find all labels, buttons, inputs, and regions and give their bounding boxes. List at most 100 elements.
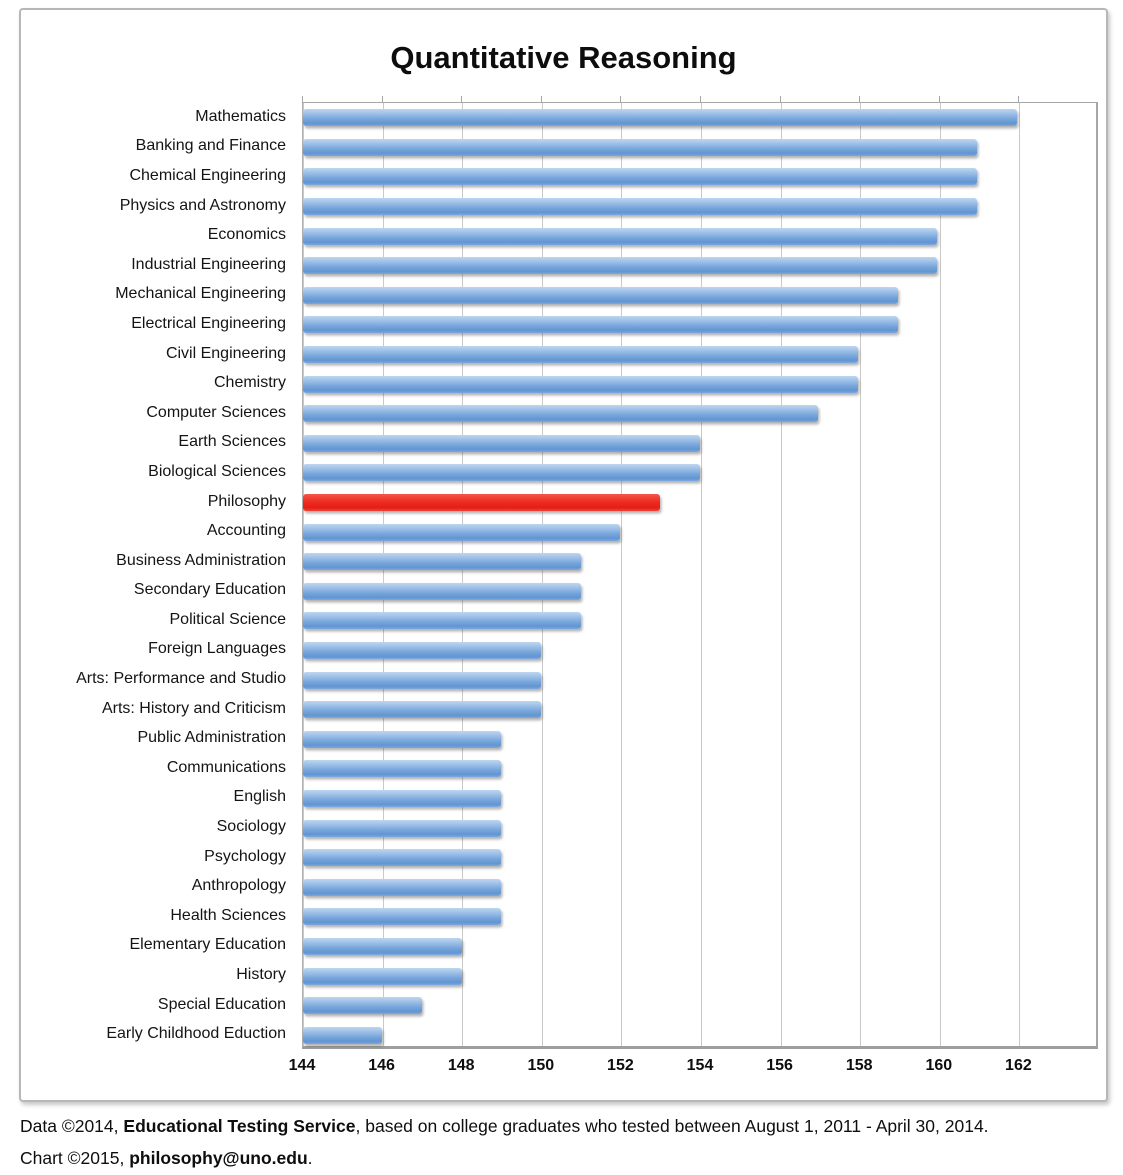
bar-foreign-languages <box>303 641 541 659</box>
gridline-158 <box>860 103 862 1046</box>
gridline-144 <box>303 103 304 1046</box>
bar-chemistry <box>303 375 859 393</box>
bar-row <box>303 281 1096 311</box>
category-label: Banking and Finance <box>135 137 286 155</box>
plot-area <box>302 102 1098 1049</box>
category-label: Communications <box>166 758 286 776</box>
footer-line-1: Data ©2014, Educational Testing Service,… <box>20 1110 1112 1142</box>
bar-row <box>303 606 1096 636</box>
value-axis-labels: 144 146 148 150 152 154 156 158 160 162 <box>21 1057 1106 1083</box>
x-tick-label-162: 162 <box>1005 1057 1032 1074</box>
category-label: Sociology <box>216 818 286 836</box>
footer-line2-prefix: Chart ©2015, <box>20 1148 130 1169</box>
x-tick-label-152: 152 <box>607 1057 634 1074</box>
category-label: Special Education <box>157 995 286 1013</box>
footer-line1-source: Educational Testing Service <box>123 1116 356 1136</box>
axis-tick-162 <box>1018 96 1020 102</box>
bar-row <box>303 902 1096 932</box>
axis-tick-158 <box>859 96 861 102</box>
bar-row <box>303 517 1096 547</box>
chart-title: Quantitative Reasoning <box>390 40 737 75</box>
gridline-162 <box>1019 103 1021 1046</box>
bar-elementary-education <box>303 937 462 955</box>
gridline-160 <box>939 103 941 1046</box>
bar-row <box>303 724 1096 754</box>
category-label: Industrial Engineering <box>131 255 286 273</box>
bar-row <box>303 399 1096 429</box>
category-label: Earth Sciences <box>178 433 286 451</box>
x-tick-label-146: 146 <box>368 1057 395 1074</box>
bar-row <box>303 103 1096 133</box>
category-label: Electrical Engineering <box>131 314 286 332</box>
bar-row <box>303 547 1096 577</box>
bar-row <box>303 162 1096 192</box>
gridline-146 <box>382 103 384 1046</box>
bar-civil-engineering <box>303 346 859 364</box>
category-label: English <box>233 788 286 806</box>
bar-row <box>303 813 1096 843</box>
bar-row <box>303 192 1096 222</box>
bar-health-sciences <box>303 908 502 926</box>
category-label: Political Science <box>169 610 287 628</box>
bar-row <box>303 458 1096 488</box>
bar-row <box>303 221 1096 251</box>
category-label: Biological Sciences <box>148 462 286 480</box>
axis-tick-148 <box>461 96 463 102</box>
bar-row <box>303 754 1096 784</box>
category-label: History <box>236 966 286 983</box>
footer-line1-prefix: Data ©2014, <box>20 1116 124 1136</box>
category-label: Early Childhood Eduction <box>106 1025 286 1043</box>
bar-row <box>303 665 1096 695</box>
x-tick-label-158: 158 <box>845 1057 873 1074</box>
footer-line-2: Chart ©2015, philosophy@uno.edu. <box>20 1142 1112 1174</box>
x-tick-label-156: 156 <box>766 1057 793 1074</box>
x-tick-label-150: 150 <box>527 1057 555 1074</box>
bar-row <box>303 784 1096 814</box>
bar-arts-history-and-criticism <box>303 701 541 719</box>
category-axis-labels: Mathematics Banking and Finance Chemical E… <box>21 102 294 1049</box>
gridline-148 <box>462 103 464 1046</box>
category-label: Mechanical Engineering <box>115 285 286 303</box>
bar-secondary-education <box>303 582 581 600</box>
category-label: Accounting <box>206 522 286 540</box>
bar-earth-sciences <box>303 434 700 452</box>
x-tick-label-148: 148 <box>447 1057 475 1074</box>
category-label: Chemistry <box>213 374 286 392</box>
bar-physics-and-astronomy <box>303 198 978 216</box>
footer-line2-suffix: . <box>307 1148 313 1169</box>
category-label: Health Sciences <box>170 906 286 924</box>
bar-history <box>303 967 462 985</box>
category-label: Anthropology <box>191 877 286 895</box>
category-label: Public Administration <box>137 729 286 747</box>
bar-row <box>303 843 1096 873</box>
bar-computer-sciences <box>303 405 819 423</box>
bar-industrial-engineering <box>303 257 938 275</box>
axis-tick-152 <box>620 96 622 102</box>
bar-psychology <box>303 849 502 867</box>
footer-line1-suffix: , based on college graduates who tested … <box>355 1116 989 1136</box>
category-label: Physics and Astronomy <box>119 196 286 214</box>
bar-row <box>303 961 1096 991</box>
bar-anthropology <box>303 878 502 896</box>
gridline-150 <box>541 103 543 1046</box>
category-label: Foreign Languages <box>148 640 286 658</box>
category-label: Civil Engineering <box>165 344 286 362</box>
category-label: Computer Sciences <box>146 403 286 421</box>
bar-mechanical-engineering <box>303 286 898 304</box>
bar-english <box>303 789 502 807</box>
category-label: Philosophy <box>207 492 286 510</box>
bar-row <box>303 577 1096 607</box>
gridline-154 <box>701 103 702 1046</box>
bar-row <box>303 340 1096 370</box>
bar-row <box>303 133 1096 163</box>
gridline-152 <box>621 103 623 1046</box>
footer-line2-email: philosophy@uno.edu <box>129 1148 308 1169</box>
chart-frame: Quantitative Reasoning Mathematics Bankin… <box>19 8 1108 1102</box>
bar-banking-and-finance <box>303 138 978 156</box>
bar-business-administration <box>303 553 581 571</box>
bar-row <box>303 251 1096 281</box>
axis-tick-144 <box>302 96 303 102</box>
bar-row <box>303 872 1096 902</box>
axis-tick-160 <box>938 96 940 102</box>
bar-sociology <box>303 819 502 837</box>
